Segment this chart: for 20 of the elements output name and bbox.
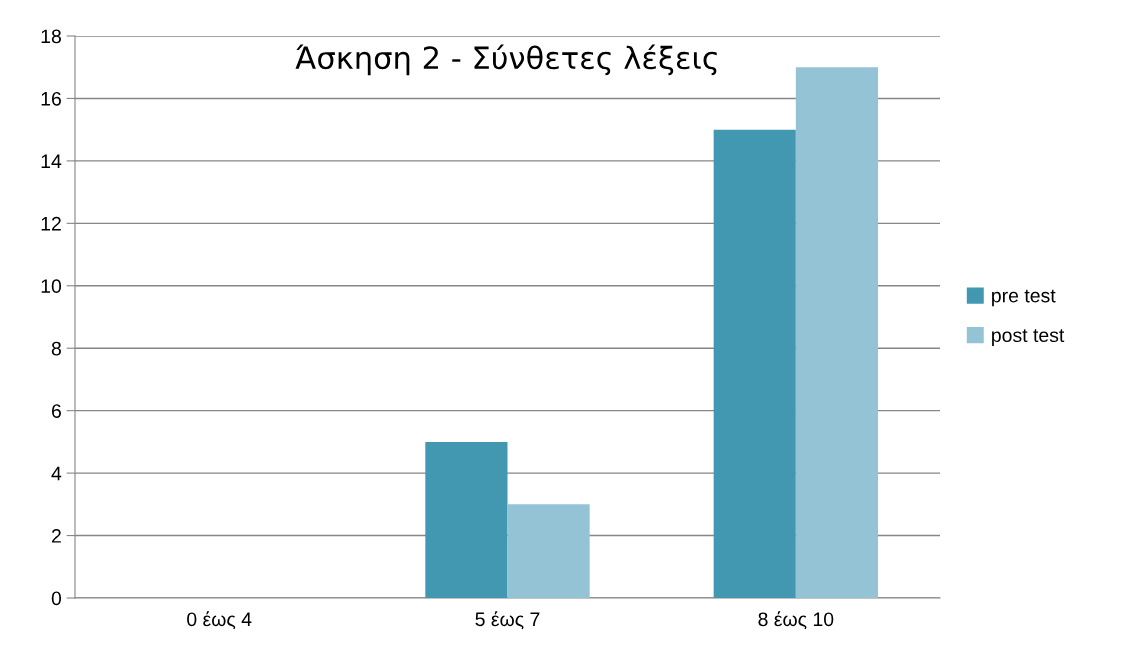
x-tick-label: 5 έως 7 [475,611,540,630]
legend-label: pre test [992,289,1056,307]
y-tick-label: 2 [51,529,61,543]
x-tick-label: 0 έως 4 [187,611,252,630]
y-tick-label: 6 [51,404,61,418]
y-tick-label: 16 [41,91,61,106]
y-tick-label: 8 [51,341,61,356]
bar [425,441,508,598]
chart-title: Άσκηση 2 - Σύνθετες λέξεις [295,44,717,76]
x-tick-label: 8 έως 10 [758,611,834,630]
y-tick-label: 10 [41,279,62,294]
y-tick-label: 14 [41,154,62,168]
bar [507,504,590,598]
y-tick-label: 4 [51,466,62,481]
y-tick-label: 12 [41,216,61,231]
y-tick-label: 0 [51,591,62,606]
bar [713,129,796,598]
bar [795,67,879,598]
legend-label: post test [992,329,1065,346]
y-tick-label: 18 [41,29,61,44]
